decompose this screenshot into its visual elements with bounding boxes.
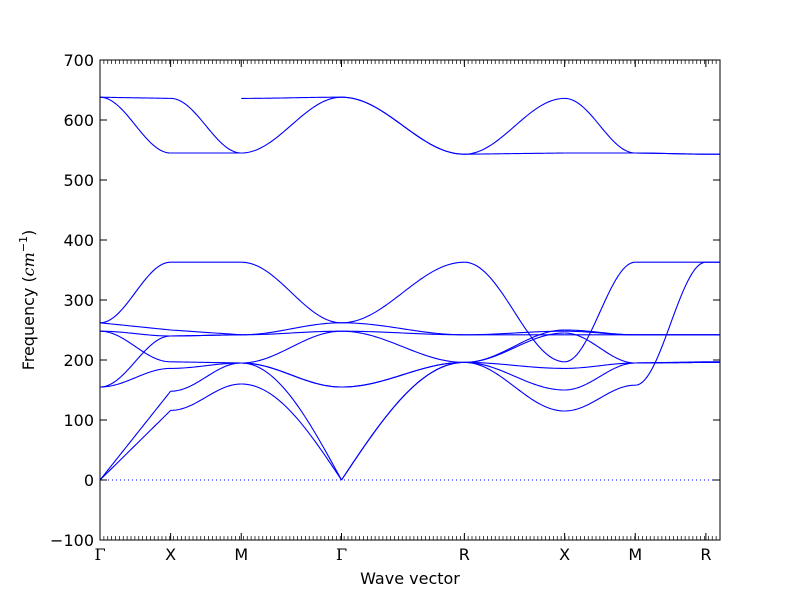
band-0-7 [100,261,171,324]
band-0-5 [100,330,171,337]
y-tick-label: 200 [63,351,94,370]
band-4-1 [464,361,565,412]
x-tick-label: X [559,545,570,564]
band-3-3 [341,330,465,363]
band-5-6 [564,330,636,336]
band-2-4 [241,362,342,388]
band-6-3 [635,361,706,364]
y-tick-label: 0 [84,471,94,490]
band-5-1 [564,384,636,412]
band-3-7 [341,261,465,324]
band-0-8 [100,96,171,154]
x-tick-label: X [165,545,176,564]
phonon-bands [100,96,720,481]
band-0-6 [100,322,171,331]
band-6-9 [635,152,706,155]
x-tick-label: Γ [336,545,347,564]
y-axis-label: Frequency (cm−1) [17,230,38,371]
band-3-4 [341,361,465,388]
x-tick-label: R [459,545,470,564]
band-2-5 [241,330,342,336]
x-tick-label: R [700,545,711,564]
y-axis: −100 0 100 200 300 400 500 600 700 [50,51,720,550]
band-1-5 [170,334,242,337]
band-1-2 [170,362,242,369]
band-4-2 [464,361,565,369]
band-2-1 [241,383,342,481]
band-0-4 [100,330,171,363]
band-0-1 [100,410,172,481]
y-axis-label-unit: cm [19,252,38,276]
band-5-2 [564,362,636,369]
band-4-7 [464,261,565,363]
band-6-1 [635,261,706,386]
band-5-7 [564,261,636,363]
band-0-9 [100,96,171,99]
band-0-2 [100,367,171,388]
band-2-3 [241,330,342,364]
band-2-0 [241,362,342,481]
y-tick-label: 700 [63,51,94,70]
band-3-6 [341,322,465,336]
y-tick-label: −100 [50,531,94,550]
plot-frame [99,59,721,541]
x-tick-label: Γ [94,545,105,564]
band-5-9 [564,97,636,154]
band-3-1 [341,361,465,481]
x-tick-label: M [628,545,642,564]
y-tick-label: 300 [63,291,94,310]
band-4-8 [464,152,565,155]
band-1-4 [170,361,242,364]
y-tick-label: 400 [63,231,94,250]
y-tick-label: 100 [63,411,94,430]
band-3-5 [341,330,465,336]
x-tick-label: M [234,545,248,564]
band-1-9 [170,97,242,154]
band-2-8 [241,96,342,154]
band-4-4 [464,329,565,363]
band-3-9 [341,96,465,155]
x-axis-label: Wave vector [360,569,460,588]
y-tick-label: 500 [63,171,94,190]
band-1-0 [170,362,242,392]
y-axis-label-exponent: −1 [17,236,30,252]
band-2-6 [241,322,342,336]
band-0-0 [100,390,172,481]
band-4-6 [464,330,565,336]
y-axis-label-prefix: Frequency ( [19,276,38,370]
band-5-0 [564,362,636,391]
band-2-9 [241,96,342,99]
band-4-9 [464,97,565,155]
band-4-0 [464,361,565,391]
y-tick-label: 600 [63,111,94,130]
band-1-6 [170,329,242,336]
y-axis-label-suffix: ) [19,230,38,236]
band-0-3 [100,335,171,388]
band-1-1 [170,383,242,411]
band-2-7 [241,261,342,324]
